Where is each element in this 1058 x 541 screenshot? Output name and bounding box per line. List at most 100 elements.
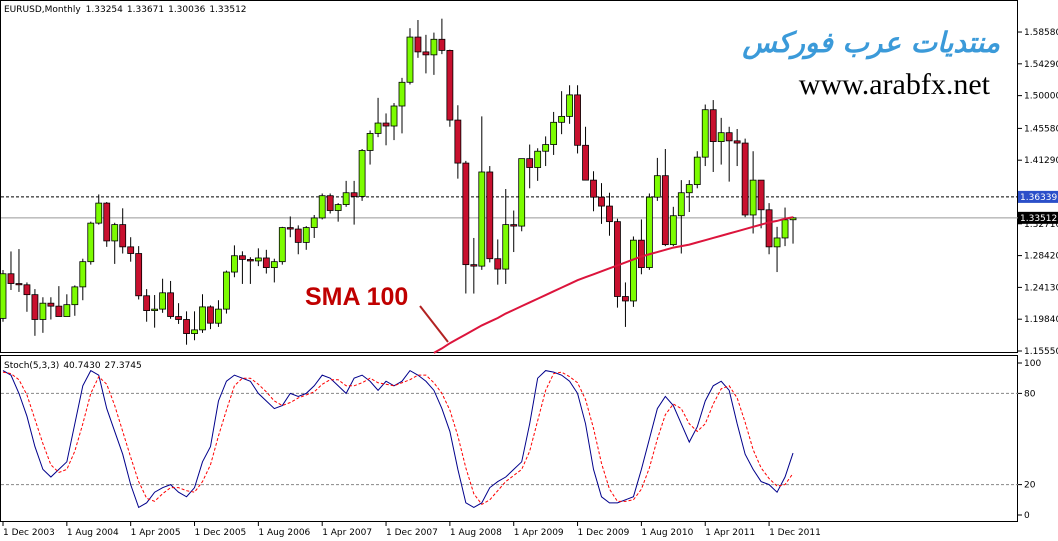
candle-body [382, 122, 390, 127]
candle-body [757, 179, 765, 211]
candle-body [653, 175, 661, 198]
candle-body [446, 50, 454, 121]
y-tick-label: 1.19840 [1024, 315, 1058, 325]
candle-body [374, 122, 382, 134]
y-tick-label: 1.41290 [1024, 156, 1058, 166]
candle-body [47, 302, 55, 307]
candle-body [366, 133, 374, 151]
candle-body [677, 192, 685, 217]
candle-body [422, 51, 430, 56]
y-tick-label: 1.54290 [1024, 60, 1058, 70]
candle-body [406, 36, 414, 83]
candle-body [741, 142, 749, 216]
candle-body [286, 227, 294, 230]
x-tick-label: 1 Dec 2005 [195, 528, 247, 538]
watermark-url: www.arabfx.net [799, 68, 991, 101]
candle-body [486, 171, 494, 260]
close-readout: 1.33512 [209, 5, 246, 15]
candle-body [111, 224, 119, 242]
candle-body [598, 196, 605, 207]
current-price-box [1018, 211, 1058, 224]
candle-body [470, 264, 478, 267]
candle-body [175, 316, 182, 320]
y-tick-label: 0 [1024, 511, 1030, 521]
x-tick-label: 1 Dec 2003 [3, 528, 55, 538]
price-level-box [1018, 190, 1058, 203]
candle-body [725, 132, 733, 142]
candle-body [510, 224, 518, 227]
candle-body [622, 296, 629, 302]
candle-body [167, 292, 174, 317]
candle-body [143, 295, 151, 311]
candle-body [151, 308, 159, 311]
candle-body [566, 94, 573, 117]
x-tick-label: 1 Aug 2008 [450, 528, 502, 538]
stoch-line [2, 369, 794, 509]
price-header: EURUSD,Monthly 1.33254 1.33671 1.30036 1.335… [4, 5, 247, 15]
candle-body [302, 227, 310, 243]
candle-body [71, 286, 79, 306]
plot-layer: 1.58580 1.54290 1.50000 1.45580 1.41290 1.327… [0, 18, 1058, 538]
y-tick-label: 80 [1024, 389, 1036, 399]
candle-body [558, 115, 565, 123]
candle-body [262, 257, 270, 269]
candle-body [159, 292, 167, 310]
y-tick-label: 1.32710 [1024, 220, 1058, 230]
candle-body [0, 273, 7, 319]
candle-body [254, 257, 262, 262]
y-tick-label: 1.58580 [1024, 28, 1058, 38]
candle-body [438, 38, 446, 51]
candle-body [207, 306, 214, 324]
candle-body [23, 284, 31, 296]
watermark-arabic: منتديات عرب فوركس [741, 26, 1000, 60]
y-tick-label: 1.24130 [1024, 283, 1058, 293]
candle-body [55, 305, 63, 317]
candle-body [246, 259, 254, 262]
candle-body [478, 171, 486, 267]
x-tick-label: 1 Dec 2007 [386, 528, 438, 538]
price-level-label: 1.36339 [1020, 193, 1057, 203]
candle-body [518, 158, 526, 227]
candle-body [709, 109, 717, 142]
current-price-label: 1.33512 [1020, 214, 1057, 224]
annotation-arrow [419, 305, 449, 343]
x-tick-label: 1 Apr 2009 [514, 528, 564, 538]
candle-body [614, 221, 621, 297]
stoch-header: Stoch(5,3,3) 40.7430 27.3745 [4, 361, 142, 371]
y-tick-label: 20 [1024, 481, 1036, 491]
candle-body [502, 224, 510, 270]
candle-body [669, 215, 677, 246]
stoch-pane [0, 355, 1018, 522]
candle-body [199, 306, 206, 331]
candle-body [542, 144, 550, 152]
candle-body [310, 217, 318, 228]
x-tick-label: 1 Dec 2009 [578, 528, 630, 538]
candle-body [773, 237, 781, 248]
candle-body [606, 205, 613, 223]
x-tick-label: 1 Aug 2010 [641, 528, 693, 538]
stoch-title: Stoch(5,3,3) [4, 361, 59, 371]
candle-body [87, 222, 95, 263]
y-tick-label: 1.45580 [1024, 124, 1058, 134]
candle-body [350, 192, 358, 197]
candle-body [430, 38, 438, 56]
candle-body [15, 283, 23, 286]
candle-body [183, 319, 190, 334]
sma-line [433, 216, 794, 354]
candle-body [638, 239, 645, 269]
candle-body [358, 150, 366, 197]
candle-body [326, 195, 334, 211]
candle-body [590, 179, 597, 198]
candle-body [79, 261, 87, 288]
candle-body [215, 308, 222, 324]
y-tick-label: 1.15550 [1024, 347, 1058, 357]
x-tick-label: 1 Aug 2006 [258, 528, 310, 538]
candle-body [645, 196, 653, 269]
candle-body [270, 261, 278, 269]
candle-body [191, 329, 198, 334]
symbol: EURUSD,Monthly [4, 5, 81, 15]
candle-body [701, 109, 709, 158]
candle-body [494, 258, 502, 270]
candle-body [765, 209, 773, 248]
